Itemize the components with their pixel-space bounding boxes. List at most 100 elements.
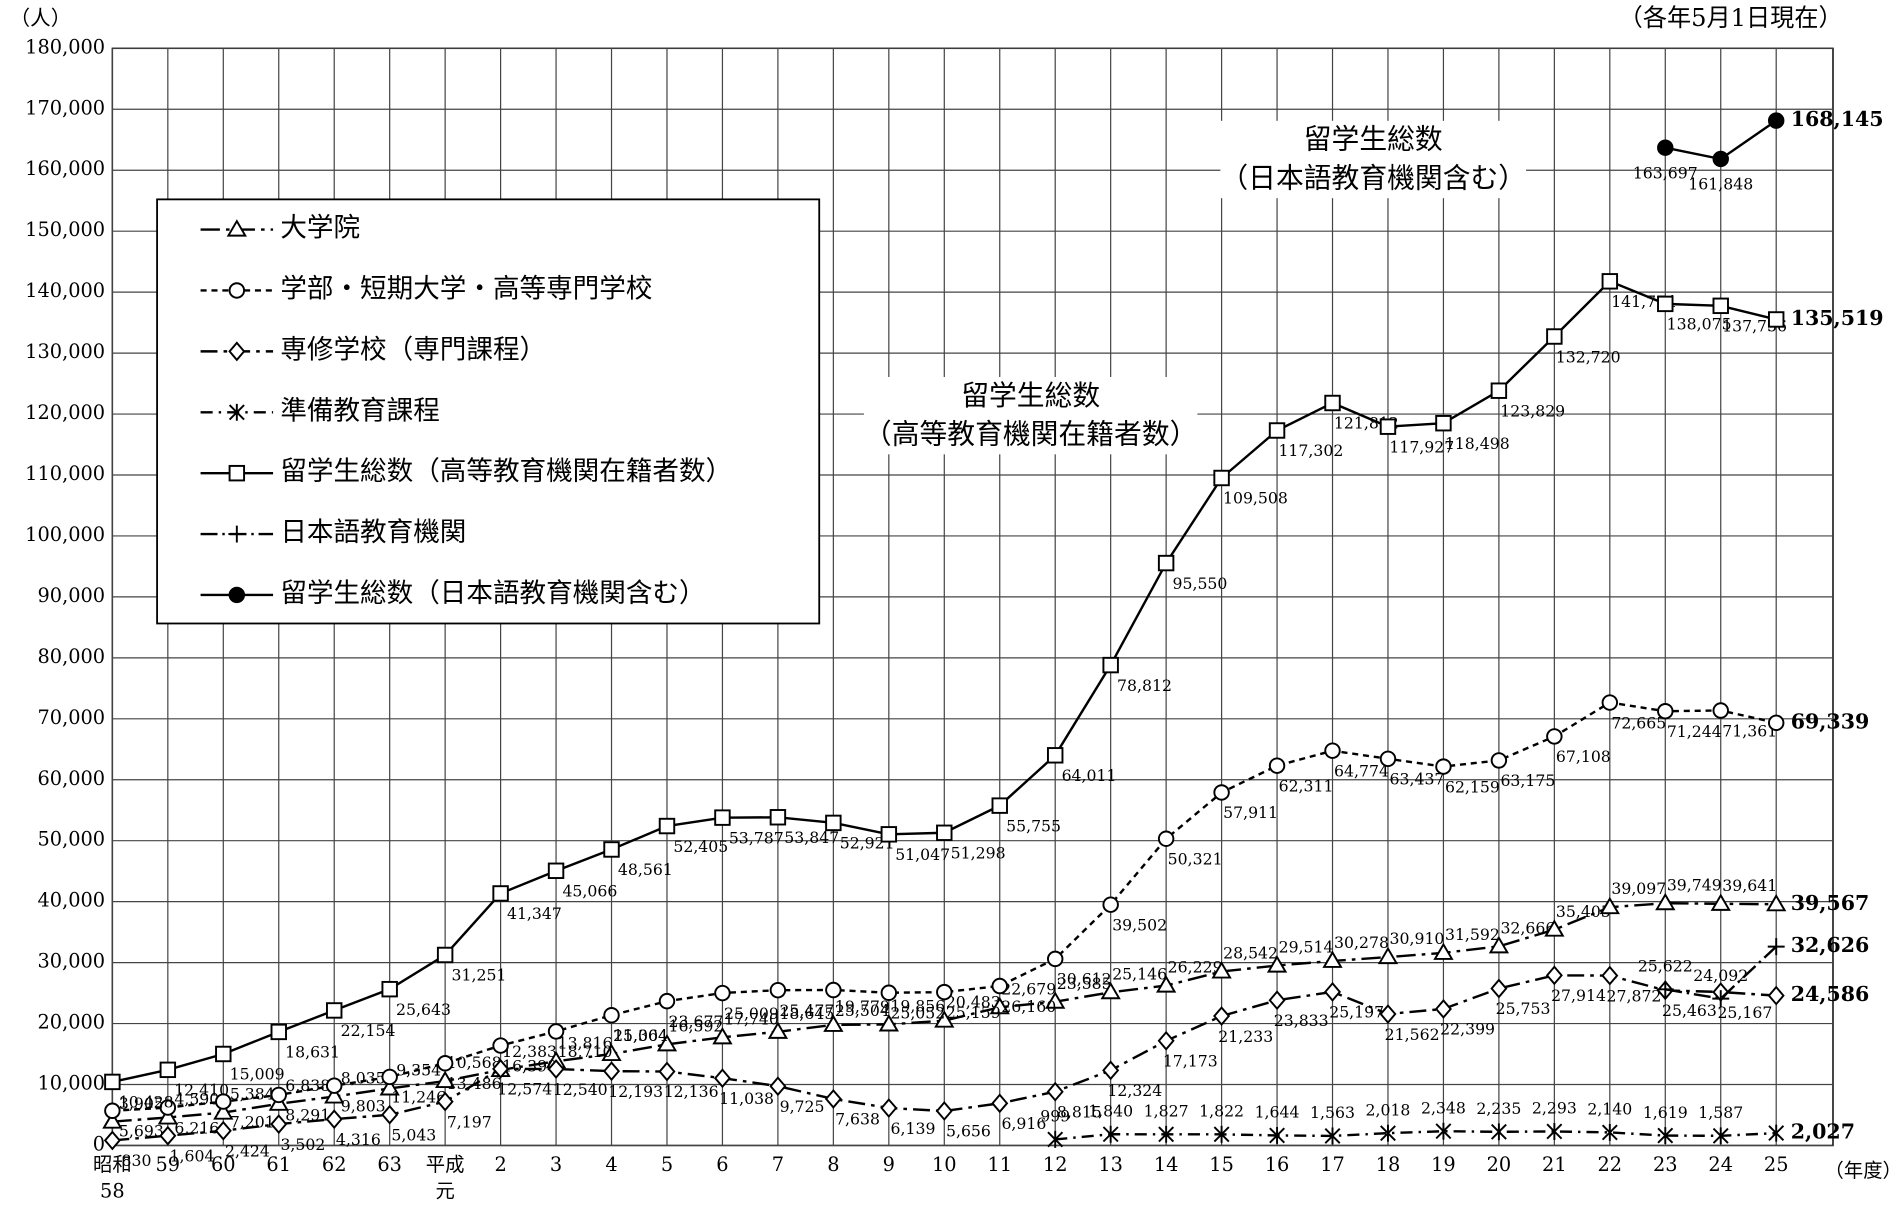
y-axis-label: （人） bbox=[10, 6, 72, 30]
value-label: 15,009 bbox=[230, 1065, 285, 1084]
value-label: 1,840 bbox=[1088, 1102, 1133, 1121]
value-label: 4,590 bbox=[174, 1090, 219, 1109]
x-tick-label: 25 bbox=[1763, 1152, 1789, 1176]
marker bbox=[1266, 955, 1288, 973]
value-label: 12,193 bbox=[608, 1082, 663, 1101]
marker bbox=[379, 1078, 400, 1096]
x-tick-label: 昭和 58 bbox=[93, 1152, 132, 1203]
y-tick-label: 60,000 bbox=[37, 767, 105, 790]
value-label: 25,622 bbox=[1638, 957, 1693, 976]
value-label: 12,540 bbox=[553, 1080, 608, 1099]
value-label: 64,774 bbox=[1334, 761, 1389, 780]
marker bbox=[381, 980, 398, 998]
marker bbox=[880, 826, 898, 843]
legend-label: 留学生総数（日本語教育機関含む） bbox=[280, 578, 705, 609]
marker bbox=[1435, 414, 1452, 432]
value-label: 2,027 bbox=[1791, 1120, 1855, 1144]
value-label: 27,914 bbox=[1551, 986, 1606, 1005]
value-label: 53,787 bbox=[729, 828, 784, 847]
legend-item: 留学生総数（日本語教育機関含む） bbox=[200, 578, 706, 609]
value-label: 25,146 bbox=[1112, 964, 1167, 983]
value-label: 39,749 bbox=[1667, 875, 1722, 894]
marker bbox=[1268, 990, 1286, 1011]
value-label: 30,612 bbox=[1057, 970, 1112, 989]
legend-label: 学部・短期大学・高等専門学校 bbox=[280, 273, 652, 304]
value-label: 12,383 bbox=[502, 1042, 557, 1061]
marker bbox=[1046, 747, 1064, 764]
value-label: 25,052 bbox=[890, 1004, 945, 1023]
marker bbox=[1157, 554, 1175, 572]
value-label: 55,755 bbox=[1006, 816, 1061, 835]
marker bbox=[270, 1023, 287, 1041]
marker bbox=[1268, 757, 1286, 774]
x-tick-label: 5 bbox=[660, 1152, 674, 1176]
value-label: 25,504 bbox=[835, 1001, 890, 1020]
marker bbox=[1213, 469, 1230, 487]
marker bbox=[714, 984, 731, 1002]
value-label: 25,477 bbox=[779, 1001, 834, 1020]
value-label: 30,278 bbox=[1334, 933, 1389, 952]
value-label: 11,246 bbox=[391, 1088, 446, 1107]
value-label: 30,910 bbox=[1390, 929, 1445, 948]
y-tick-label: 140,000 bbox=[25, 279, 105, 302]
legend-marker bbox=[228, 586, 246, 604]
marker bbox=[1767, 112, 1785, 129]
y-tick-label: 20,000 bbox=[37, 1011, 105, 1034]
value-label: 25,167 bbox=[1717, 1003, 1772, 1022]
marker bbox=[1380, 1124, 1396, 1142]
legend-marker bbox=[228, 341, 246, 362]
marker bbox=[381, 1068, 398, 1086]
x-axis-label: （年度） bbox=[1825, 1159, 1897, 1182]
marker bbox=[1655, 892, 1676, 911]
marker bbox=[215, 1045, 232, 1063]
value-label: 39,502 bbox=[1112, 915, 1167, 934]
value-label: 3,905 bbox=[119, 1094, 164, 1113]
x-tick-label: 7 bbox=[771, 1152, 785, 1176]
value-label: 17,740 bbox=[724, 1009, 779, 1028]
value-label: 29,514 bbox=[1279, 938, 1334, 957]
marker bbox=[436, 1091, 454, 1112]
marker bbox=[157, 1107, 178, 1125]
marker bbox=[381, 1104, 399, 1125]
value-label: 7,201 bbox=[230, 1112, 275, 1131]
marker bbox=[1433, 942, 1454, 960]
marker bbox=[159, 1061, 177, 1079]
marker bbox=[991, 1093, 1009, 1114]
value-label: 45,066 bbox=[562, 882, 617, 901]
value-label: 117,302 bbox=[1278, 441, 1343, 460]
x-tick-label: 22 bbox=[1597, 1152, 1623, 1176]
marker bbox=[547, 1059, 565, 1079]
marker bbox=[102, 1111, 123, 1129]
x-tick-label: 10 bbox=[931, 1152, 957, 1176]
marker bbox=[1047, 1130, 1064, 1148]
value-label: 23,677 bbox=[669, 1012, 724, 1031]
marker bbox=[1767, 938, 1785, 956]
marker bbox=[1712, 150, 1729, 168]
value-label: 16,390 bbox=[502, 1056, 557, 1075]
value-label: 39,097 bbox=[1611, 879, 1666, 898]
marker bbox=[104, 1073, 121, 1091]
value-label: 41,347 bbox=[507, 904, 562, 923]
value-label: 1,587 bbox=[1698, 1103, 1743, 1122]
marker bbox=[1379, 418, 1397, 435]
marker bbox=[601, 1043, 622, 1062]
value-label: 62,311 bbox=[1279, 776, 1334, 795]
subtitle: （各年5月1日現在） bbox=[1619, 4, 1843, 32]
x-tick-label: 61 bbox=[266, 1152, 292, 1176]
y-tick-label: 160,000 bbox=[25, 157, 105, 180]
x-tick-label: 19 bbox=[1431, 1152, 1456, 1176]
x-tick-label: 62 bbox=[321, 1152, 347, 1176]
marker bbox=[712, 1026, 733, 1045]
marker bbox=[1657, 139, 1674, 156]
value-label: 21,233 bbox=[1218, 1027, 1273, 1046]
value-label: 21,364 bbox=[613, 1026, 668, 1045]
value-label: 6,916 bbox=[1001, 1114, 1046, 1133]
value-label: 830 bbox=[122, 1151, 152, 1170]
x-tick-label: 60 bbox=[210, 1152, 236, 1176]
marker bbox=[1377, 946, 1399, 965]
value-label: 63,175 bbox=[1500, 771, 1555, 790]
marker bbox=[936, 824, 953, 842]
marker bbox=[492, 1058, 510, 1079]
marker bbox=[1324, 1127, 1341, 1145]
